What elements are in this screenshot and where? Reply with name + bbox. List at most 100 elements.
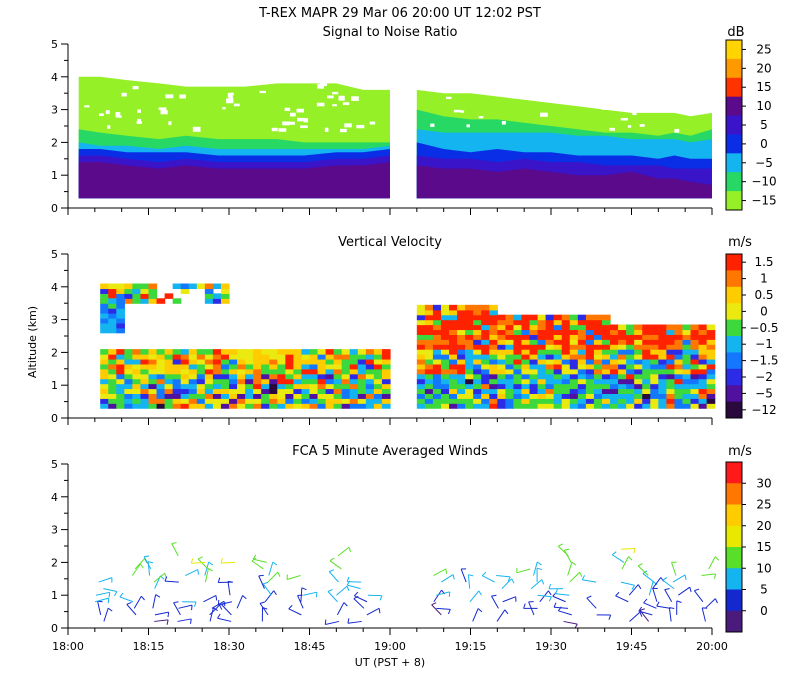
wind-barb-shaft <box>288 608 302 616</box>
velocity-cell <box>220 349 230 355</box>
velocity-cell <box>132 283 142 290</box>
velocity-cell <box>513 403 523 409</box>
velocity-cell <box>116 317 125 324</box>
velocity-cell <box>333 354 343 360</box>
y-tick-label: 2 <box>51 346 58 359</box>
x-axis-label: UT (PST + 8) <box>355 656 425 669</box>
velocity-cell <box>253 393 262 399</box>
wind-barb-flag <box>553 602 557 608</box>
velocity-cell <box>132 363 142 370</box>
velocity-cell <box>180 368 190 375</box>
velocity-cell <box>424 354 434 360</box>
velocity-cell <box>285 388 294 394</box>
velocity-cell <box>341 388 351 394</box>
velocity-cell <box>642 403 651 409</box>
velocity-cell <box>545 339 555 345</box>
wind-barb-shaft <box>652 588 658 602</box>
velocity-cell <box>537 319 547 326</box>
snr-layer-10 <box>416 165 712 199</box>
velocity-cell <box>642 368 651 375</box>
velocity-cell <box>465 398 474 404</box>
wind-barb-shaft <box>95 591 110 596</box>
snr-colorbar-unit: dB <box>727 25 744 40</box>
velocity-cell <box>706 344 716 350</box>
velocity-cell <box>585 393 595 399</box>
velocity-cell <box>666 363 676 370</box>
velocity-cell <box>706 358 716 365</box>
velocity-cell <box>489 329 498 335</box>
wind-barb-shaft <box>643 602 657 609</box>
velocity-cell <box>457 354 466 360</box>
velocity-cell <box>626 334 635 340</box>
velocity-cell <box>593 329 603 335</box>
colorbar-label: 0 <box>760 137 768 151</box>
velocity-cell <box>698 324 708 331</box>
velocity-cell <box>610 363 619 370</box>
velocity-cell <box>674 363 684 370</box>
wind-barb-flag <box>378 608 381 614</box>
velocity-cell <box>634 354 643 360</box>
velocity-cell <box>148 298 158 304</box>
velocity-cell <box>481 314 490 321</box>
velocity-cell <box>100 327 109 334</box>
wind-barb-shaft <box>557 545 569 557</box>
velocity-cell <box>505 393 515 399</box>
velocity-cell <box>626 349 635 355</box>
velocity-cell <box>529 314 539 321</box>
velocity-cell <box>698 393 708 399</box>
velocity-cell <box>440 398 450 404</box>
velocity-cell <box>642 383 651 390</box>
velocity-cell <box>561 349 571 355</box>
wind-barb-shaft <box>436 591 450 596</box>
velocity-cell <box>537 324 547 331</box>
velocity-cell <box>269 398 278 404</box>
velocity-cell <box>156 383 166 390</box>
velocity-cell <box>212 298 222 304</box>
velocity-cell <box>642 363 651 370</box>
wind-barb-flag <box>217 577 221 583</box>
snr-noise-speck <box>296 108 304 113</box>
wind-barb-flag <box>107 607 113 612</box>
wind-barb-flag <box>193 601 197 607</box>
velocity-cell <box>577 393 587 399</box>
velocity-cell <box>601 334 611 340</box>
wind-barb-shaft <box>621 547 636 550</box>
velocity-cell <box>497 329 506 335</box>
velocity-cell <box>545 334 555 340</box>
colorbar-label: 10 <box>756 99 771 113</box>
velocity-cell <box>473 324 482 331</box>
velocity-cell <box>100 368 109 375</box>
velocity-cell <box>457 363 466 370</box>
velocity-cell <box>148 363 158 370</box>
snr-noise-speck <box>98 113 104 117</box>
colorbar-label: 10 <box>756 561 771 575</box>
velocity-cell <box>349 378 359 385</box>
velocity-cell <box>204 378 214 385</box>
velocity-cell <box>108 388 117 394</box>
velocity-cell <box>634 329 643 335</box>
wind-barb-shaft <box>436 607 451 610</box>
velocity-cell <box>674 388 684 394</box>
velocity-cell <box>545 393 555 399</box>
colorbar-label: −10 <box>751 175 776 189</box>
velocity-cell <box>497 319 506 326</box>
velocity-cell <box>634 398 643 404</box>
snr-noise-speck <box>453 109 462 113</box>
velocity-cell <box>658 324 667 331</box>
velocity-cell <box>349 349 359 355</box>
velocity-cell <box>172 403 182 409</box>
velocity-cell <box>473 373 482 380</box>
wind-barb-flag <box>664 588 670 591</box>
wind-barb-shaft <box>582 579 597 583</box>
velocity-cell <box>333 368 343 375</box>
velocity-cell <box>140 398 150 404</box>
snr-noise-speck <box>351 96 359 101</box>
velocity-cell <box>432 304 442 311</box>
wind-barb-flag <box>346 585 350 591</box>
velocity-cell <box>537 378 547 385</box>
velocity-cell <box>245 403 254 409</box>
wind-barb-flag <box>694 588 700 592</box>
velocity-cell <box>682 344 692 350</box>
wind-barb-flag <box>259 601 266 604</box>
